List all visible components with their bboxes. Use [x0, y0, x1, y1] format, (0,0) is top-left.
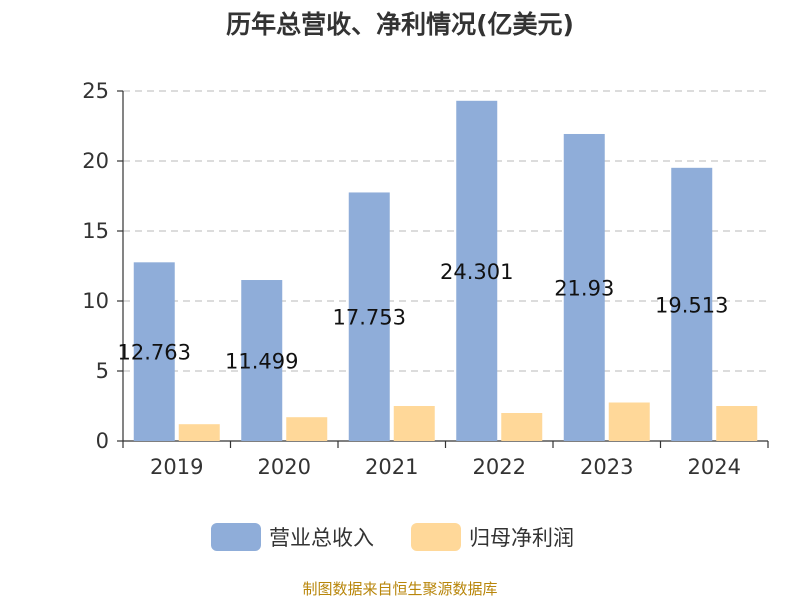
- data-label: 12.763: [118, 341, 191, 365]
- bar-net-profit: [608, 402, 650, 441]
- axes: 0 5 10 15 20 25 2019 2020 2021 2022 2023 2024: [82, 79, 769, 479]
- legend-swatch: [211, 523, 261, 551]
- x-tick-label: 2021: [365, 455, 418, 479]
- bar-net-profit: [286, 417, 328, 441]
- bar-revenue: [348, 192, 390, 441]
- bar-revenue: [563, 133, 605, 442]
- bar-net-profit: [716, 406, 758, 441]
- y-tick-label: 15: [82, 219, 109, 243]
- x-tick-label: 2020: [258, 455, 311, 479]
- legend: 营业总收入 归母净利润: [211, 523, 574, 551]
- data-label: 11.499: [225, 350, 298, 374]
- x-tick-label: 2023: [580, 455, 633, 479]
- bar-revenue: [671, 167, 713, 441]
- y-tick-label: 5: [96, 359, 109, 383]
- x-tick-label: 2024: [688, 455, 741, 479]
- data-label: 17.753: [333, 306, 406, 330]
- legend-label: 营业总收入: [269, 526, 374, 550]
- data-label: 19.513: [655, 293, 728, 317]
- bar-net-profit: [393, 406, 435, 441]
- bar-revenue: [241, 280, 283, 441]
- y-tick-label: 0: [96, 429, 109, 453]
- bar-revenue: [133, 262, 175, 441]
- bar-revenue: [456, 100, 498, 441]
- y-tick-label: 25: [82, 79, 109, 103]
- data-labels: 12.763 11.499 17.753 24.301 21.93 19.513: [118, 260, 729, 374]
- data-label: 24.301: [440, 260, 513, 284]
- y-tick-label: 10: [82, 289, 109, 313]
- y-tick-label: 20: [82, 149, 109, 173]
- x-tick-label: 2022: [473, 455, 526, 479]
- source-note: 制图数据来自恒生聚源数据库: [302, 580, 497, 598]
- chart-title: 历年总营收、净利情况(亿美元): [226, 10, 574, 39]
- legend-swatch: [411, 523, 461, 551]
- bars: [133, 100, 758, 442]
- bar-net-profit: [501, 413, 543, 441]
- bar-net-profit: [178, 424, 220, 441]
- legend-label: 归母净利润: [469, 526, 574, 550]
- x-tick-label: 2019: [150, 455, 203, 479]
- data-label: 21.93: [554, 276, 614, 300]
